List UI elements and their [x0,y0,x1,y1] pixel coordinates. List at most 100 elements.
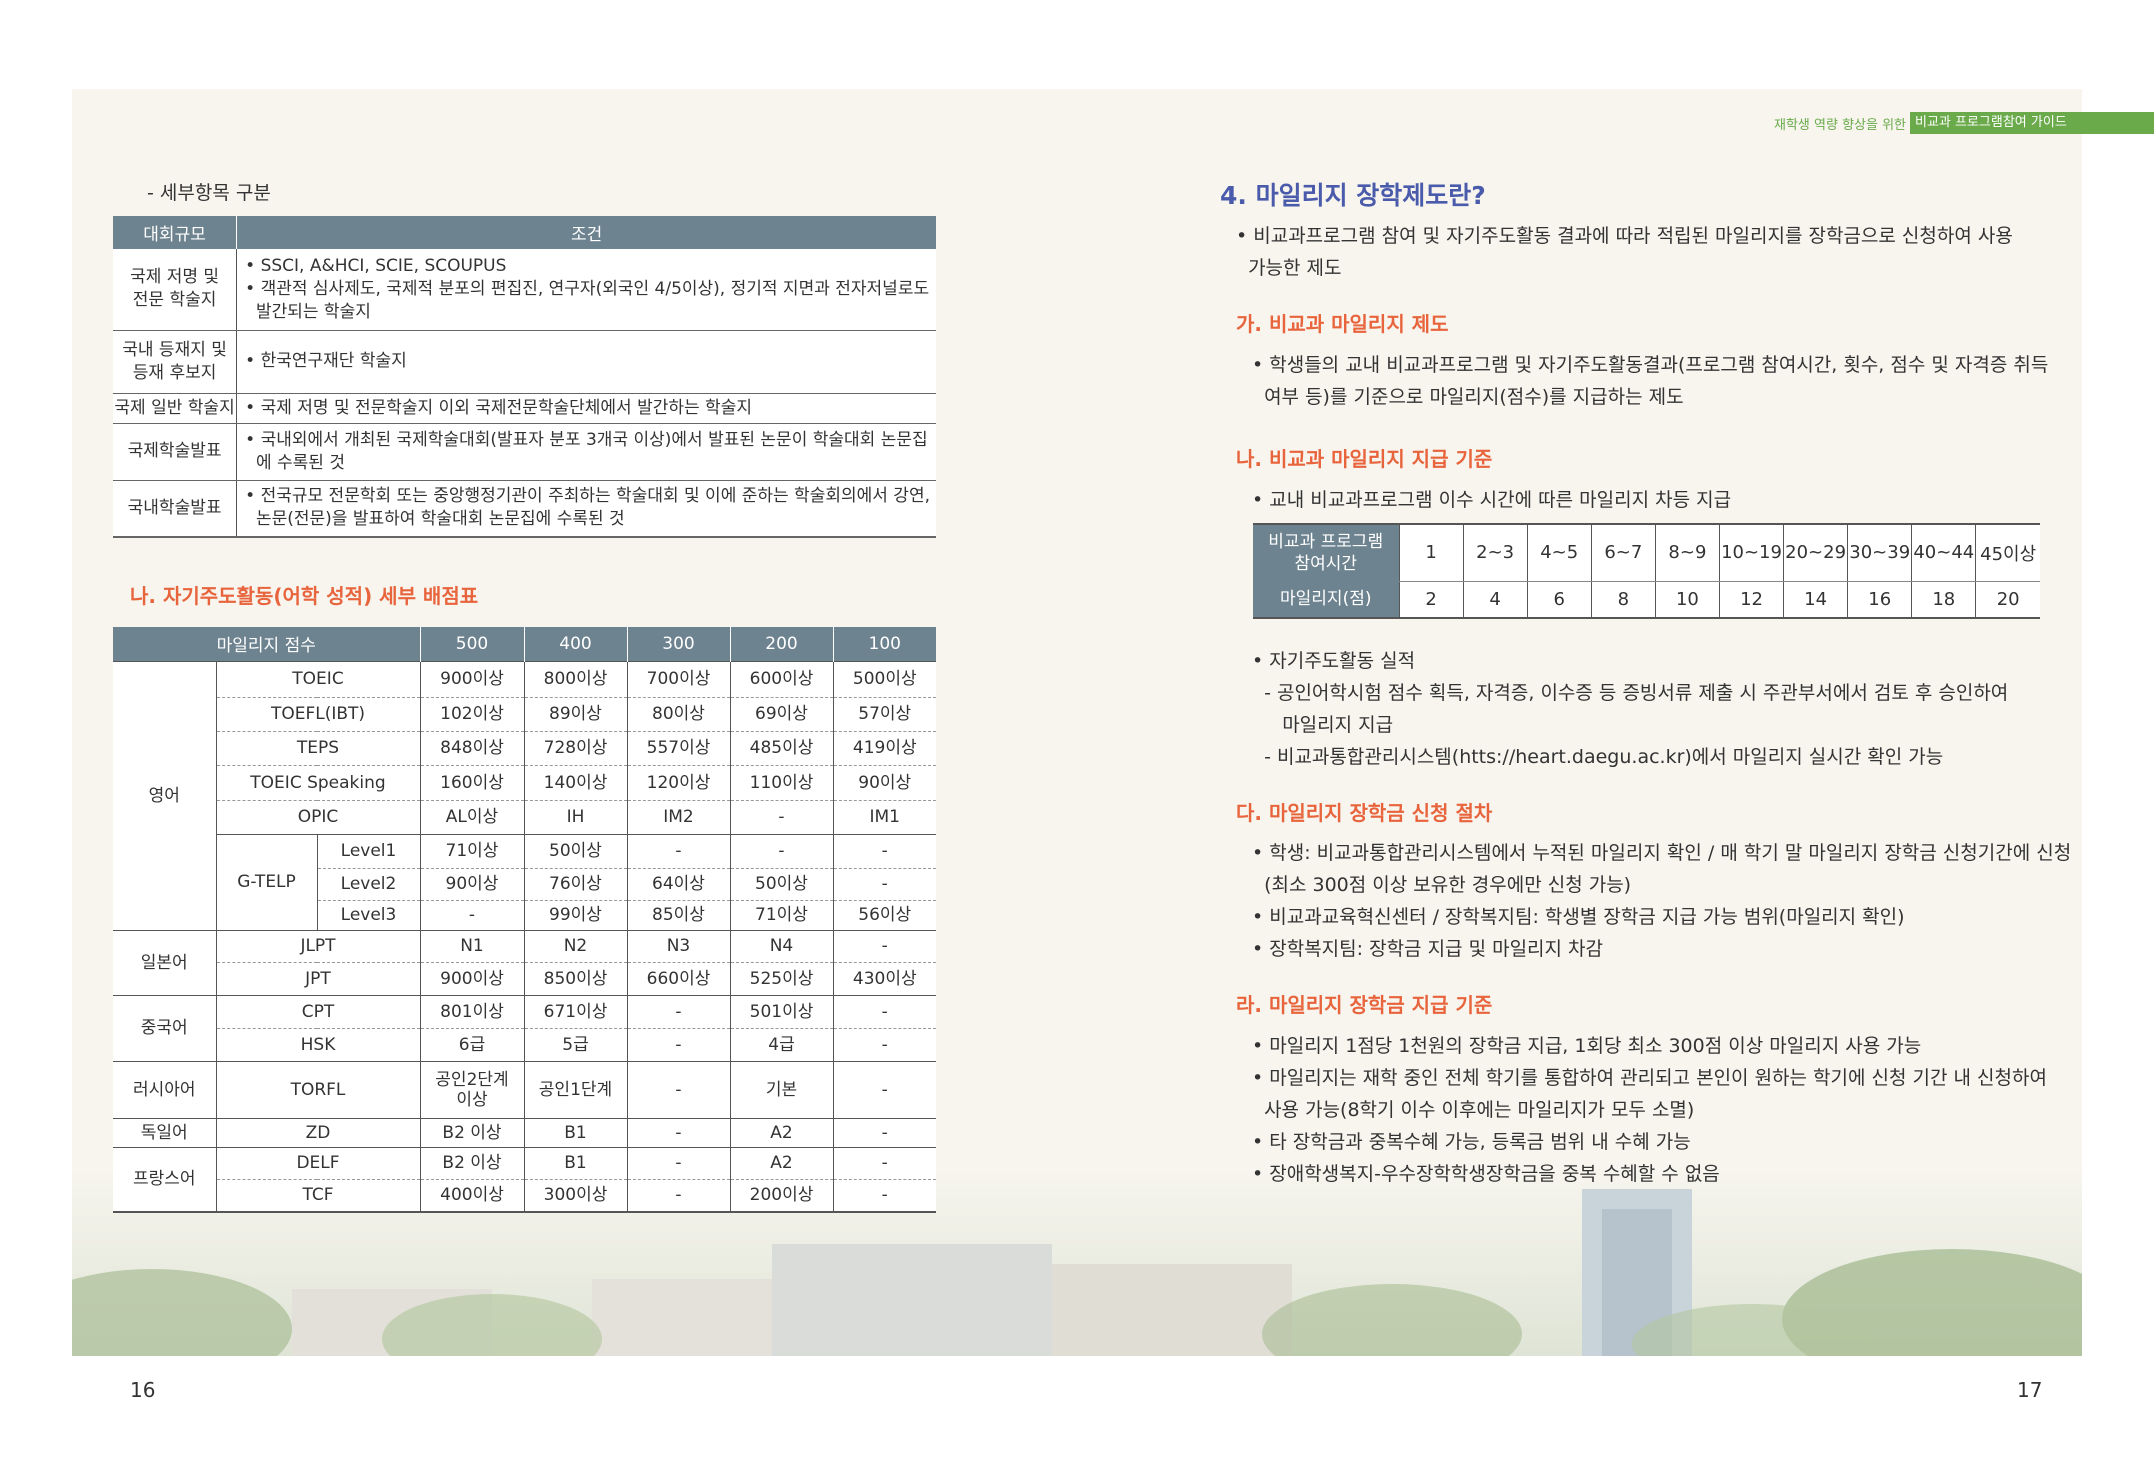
condition-item: • 국제 저명 및 전문학술지 이외 국제전문학술단체에서 발간하는 학술지 [245,397,752,418]
section-title-ga: 가. 비교과 마일리지 제도 [1236,312,1449,336]
table-row: TOEFL(IBT) 102이상 89이상 80이상 69이상 57이상 [113,696,936,731]
score-cell: B1 [523,1146,627,1179]
score-cell: - [626,994,730,1028]
score-cell: 99이상 [523,899,627,930]
scale-cell: 국내 등재지 및 등재 후보지 [113,330,237,394]
score-cell: 660이상 [626,961,730,995]
points-cell: 10 [1654,581,1720,619]
table-row: Level3-99이상 85이상 71이상 56이상 [113,899,936,930]
score-cell: - [832,1060,936,1118]
points-cell: 4 [1462,581,1528,619]
table-row: 국제 일반 학술지 • 국제 저명 및 전문학술지 이외 국제전문학술단체에서 발… [113,393,936,424]
text-line: • 타 장학금과 중복수혜 가능, 등록금 범위 내 수혜 가능 [1252,1131,1691,1153]
text-line: - 공인어학시험 점수 획득, 자격증, 이수증 등 증빙서류 제출 시 주관부… [1252,682,2009,704]
header-300: 300 [626,627,730,661]
header-500: 500 [419,627,524,661]
score-cell: 90이상 [419,867,524,900]
test-name-cell: HSK [215,1027,420,1061]
score-cell: 6급 [419,1027,524,1061]
score-cell: - [832,1146,936,1179]
score-cell: 501이상 [729,994,833,1028]
table-row: Level2 90이상 76이상 64이상 50이상 - [113,867,936,900]
condition-item: • SSCI, A&HCI, SCIE, SCOUPUS [245,255,507,276]
score-cell: 728이상 [523,730,627,765]
score-cell: 50이상 [729,867,833,900]
header-100: 100 [832,627,936,661]
score-cell: IM2 [626,799,730,834]
hours-cell: 20~29 [1783,524,1848,582]
score-cell: 671이상 [523,994,627,1028]
table-row: 일본어 JLPT N1 N2 N3 N4- [113,929,936,995]
score-cell: 90이상 [832,764,936,800]
table-row: 국제학술발표 • 국내외에서 개최된 국제학술대회(발표자 분포 3개국 이상)에… [113,423,936,481]
score-cell: 500이상 [832,660,936,697]
text-line: • 장애학생복지-우수장학학생장학금을 중복 수혜할 수 없음 [1252,1163,1720,1185]
points-cell: 6 [1526,581,1592,619]
table-row: 중국어 CPT 801이상 671이상 -501이상 - [113,994,936,1061]
section-na-text: • 교내 비교과프로그램 이수 시간에 따른 마일리지 차등 지급 [1252,484,1731,516]
header-mileage-score: 마일리지 점수 [113,627,420,661]
page-title: 4. 마일리지 장학제도란? [1220,181,1486,210]
score-cell: - [729,833,833,868]
hours-cell: 2~3 [1462,524,1528,582]
test-name-cell: TEPS [215,730,420,765]
score-cell: 110이상 [729,764,833,800]
page-number-left: 16 [130,1378,156,1402]
condition-item: • 전국규모 전문학회 또는 중앙행정기관이 주최하는 학술대회 및 이에 준하… [245,486,930,530]
text-line: • 마일리지는 재학 중인 전체 학기를 통합하여 관리되고 본인이 원하는 학… [1252,1067,2047,1089]
test-name-cell: TORFL [215,1060,420,1118]
hours-cell: 10~19 [1718,524,1784,582]
test-name-cell: TOEFL(IBT) [215,696,420,731]
score-cell: 419이상 [832,730,936,765]
text-line: • 학생: 비교과통합관리시스템에서 누적된 마일리지 확인 / 매 학기 말 … [1252,842,2072,864]
test-name-cell: ZD [215,1117,420,1147]
score-cell: - [832,1178,936,1212]
section-title-ra: 라. 마일리지 장학금 지급 기준 [1236,993,1493,1017]
section-ga-text: • 학생들의 교내 비교과프로그램 및 자기주도활동결과(프로그램 참여시간, … [1252,349,2048,413]
score-cell: B2 이상 [419,1146,524,1179]
score-cell: 57이상 [832,696,936,731]
language-group-cell: 프랑스어 [113,1146,216,1212]
scale-cell: 국제 저명 및 전문 학술지 [113,249,237,331]
score-cell: - [626,1117,730,1147]
score-cell: 140이상 [523,764,627,800]
test-name-cell: G-TELP [215,833,317,930]
text-line: 사용 가능(8학기 이수 이후에는 마일리지가 모두 소멸) [1252,1099,1695,1121]
points-cell: 20 [1975,581,2040,619]
table-row: 영어 TOEIC 900이상 800이상 700이상 600이상 500이상 [113,660,936,930]
score-cell: 848이상 [419,730,524,765]
section-da-text: • 학생: 비교과통합관리시스템에서 누적된 마일리지 확인 / 매 학기 말 … [1252,837,2071,965]
score-cell: 80이상 [626,696,730,731]
table-row: HSK 6급 5급 -4급 - [113,1027,936,1061]
score-cell: 120이상 [626,764,730,800]
text-line: • 마일리지 1점당 1천원의 장학금 지급, 1회당 최소 300점 이상 마… [1252,1035,1922,1057]
test-name-cell: TOEIC Speaking [215,764,420,800]
score-cell: 56이상 [832,899,936,930]
score-cell: 485이상 [729,730,833,765]
score-cell: 801이상 [419,994,524,1028]
hours-cell: 1 [1398,524,1464,582]
condition-item: • 국내외에서 개최된 국제학술대회(발표자 분포 3개국 이상)에서 발표된 … [245,429,928,473]
table-row: TOEIC Speaking 160이상 140이상 120이상 110이상 90이상 [113,764,936,800]
score-cell: - [832,994,936,1028]
score-cell: 85이상 [626,899,730,930]
table-row: TEPS 848이상 728이상 557이상 485이상 419이상 [113,730,936,765]
score-cell: 700이상 [626,660,730,697]
test-name-cell: DELF [215,1146,420,1179]
table-row: 프랑스어 DELF B2 이상 B1- A2- [113,1146,936,1212]
score-cell: 557이상 [626,730,730,765]
condition-cell: • SSCI, A&HCI, SCIE, SCOUPUS • 객관적 심사제도, … [236,249,936,331]
hours-cell: 8~9 [1654,524,1720,582]
guide-header-tag: 재학생 역량 향상을 위한 비교과 프로그램참여 가이드 [1774,112,2154,134]
text-line: • 교내 비교과프로그램 이수 시간에 따른 마일리지 차등 지급 [1252,489,1732,511]
score-cell: 71이상 [729,899,833,930]
language-group-cell: 중국어 [113,994,216,1061]
score-cell: - [419,899,524,930]
condition-item: • 객관적 심사제도, 국제적 분포의 편집진, 연구자(외국인 4/5이상),… [245,278,930,322]
test-name-cell: OPIC [215,799,420,834]
score-cell: 200이상 [729,1178,833,1212]
score-cell: - [626,1146,730,1179]
score-cell: 300이상 [523,1178,627,1212]
text-line: • 장학복지팀: 장학금 지급 및 마일리지 차감 [1252,938,1604,960]
score-cell: - [626,833,730,868]
